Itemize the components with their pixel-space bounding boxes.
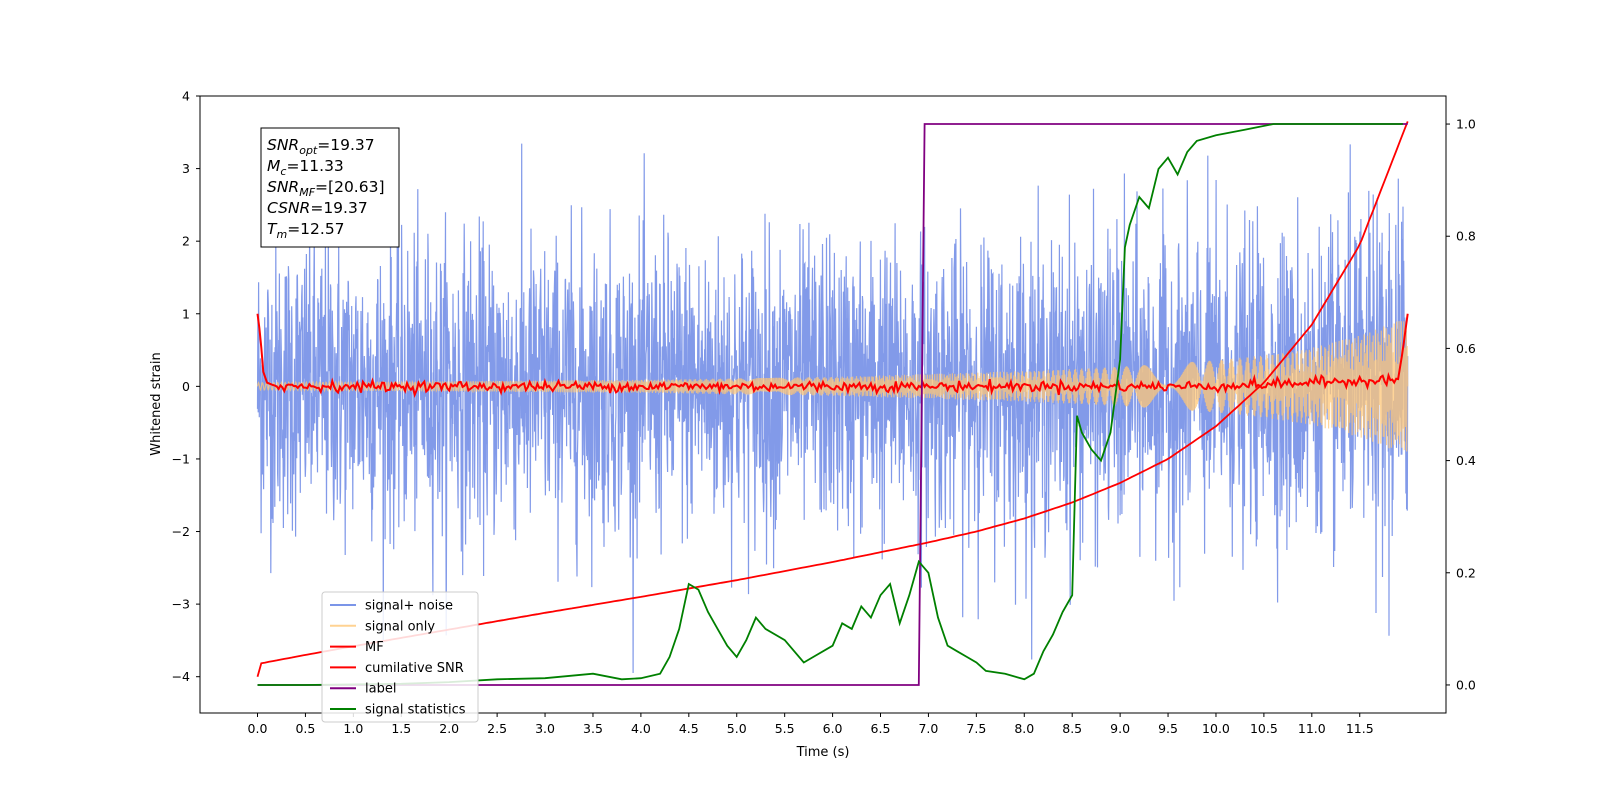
y-tick-label: −1 <box>172 451 190 466</box>
x-tick-label: 10.5 <box>1250 721 1278 736</box>
series-signal-only <box>256 321 1409 452</box>
x-tick-label: 5.0 <box>727 721 747 736</box>
y-tick-label: 1 <box>182 306 190 321</box>
y2-tick-label: 0.0 <box>1456 677 1476 692</box>
x-tick-label: 4.0 <box>631 721 651 736</box>
y-tick-label: −3 <box>172 597 190 612</box>
info-box-line: Mc=11.33 <box>267 157 344 178</box>
x-axis-title: Time (s) <box>796 745 850 760</box>
x-tick-label: 4.5 <box>679 721 699 736</box>
x-tick-label: 9.5 <box>1158 721 1178 736</box>
x-tick-label: 1.5 <box>391 721 411 736</box>
x-tick-label: 7.0 <box>918 721 938 736</box>
x-tick-label: 11.5 <box>1346 721 1374 736</box>
plot-frame <box>199 95 1447 714</box>
x-tick-label: 9.0 <box>1110 721 1130 736</box>
x-tick-label: 3.0 <box>535 721 555 736</box>
x-tick-label: 0.0 <box>248 721 268 736</box>
info-box-line: SNRopt=19.37 <box>267 136 375 157</box>
x-tick-label: 11.0 <box>1298 721 1326 736</box>
x-tick-label: 8.5 <box>1062 721 1082 736</box>
x-tick-label: 8.0 <box>1014 721 1034 736</box>
info-box-line: SNRMF=[20.63] <box>267 178 385 199</box>
x-tick-label: 5.5 <box>775 721 795 736</box>
y-tick-label: 4 <box>182 89 190 104</box>
y2-tick-label: 0.4 <box>1456 453 1476 468</box>
series-signal-plus-noise <box>256 143 1409 674</box>
info-box-line: Tm=12.57 <box>267 220 345 241</box>
y2-tick-label: 0.8 <box>1456 229 1476 244</box>
y2-tick-label: 0.2 <box>1456 565 1476 580</box>
x-tick-label: 3.5 <box>583 721 603 736</box>
x-tick-label: 6.0 <box>823 721 843 736</box>
legend-label: label <box>365 682 396 697</box>
x-tick-label: 7.5 <box>966 721 986 736</box>
series-label <box>257 123 1408 686</box>
info-box-line: CSNR=19.37 <box>267 199 368 217</box>
y-axis-title: Whitened strain <box>149 352 164 455</box>
y-axis-right: 1.0 0.8 0.6 0.4 0.2 0.0 <box>1446 117 1476 692</box>
legend-label: MF <box>365 640 384 655</box>
y-axis-left: 4 3 2 1 0 −1 −2 −3 −4 <box>172 89 200 684</box>
x-tick-label: 0.5 <box>295 721 315 736</box>
x-tick-label: 2.5 <box>487 721 507 736</box>
legend-label: signal+ noise <box>365 599 453 614</box>
x-tick-label: 1.0 <box>343 721 363 736</box>
y-tick-label: 0 <box>182 379 190 394</box>
info-box-frame <box>260 127 400 248</box>
y-tick-label: 2 <box>182 234 190 249</box>
x-tick-label: 6.5 <box>871 721 891 736</box>
y-tick-label: −4 <box>172 669 190 684</box>
legend-label: signal statistics <box>365 703 466 718</box>
legend: signal+ noise signal only MF cumilative SNR… <box>321 591 479 723</box>
y-tick-label: −2 <box>172 524 190 539</box>
legend-label: signal only <box>365 619 435 634</box>
info-box: SNRopt=19.37Mc=11.33SNRMF=[20.63]CSNR=19… <box>260 127 400 248</box>
x-tick-label: 2.0 <box>439 721 459 736</box>
legend-label: cumilative SNR <box>365 661 464 676</box>
x-tick-label: 10.0 <box>1202 721 1230 736</box>
legend-frame <box>321 591 479 723</box>
series-mf <box>256 313 1409 398</box>
series-signal-statistics <box>257 123 1403 686</box>
y2-tick-label: 0.6 <box>1456 341 1476 356</box>
x-axis: 0.0 0.5 1.0 1.5 2.0 2.5 3.0 3.5 4.0 4.5 5.0 5.5 6.0 6… <box>248 713 1374 736</box>
y2-tick-label: 1.0 <box>1456 117 1476 132</box>
y-tick-label: 3 <box>182 161 190 176</box>
